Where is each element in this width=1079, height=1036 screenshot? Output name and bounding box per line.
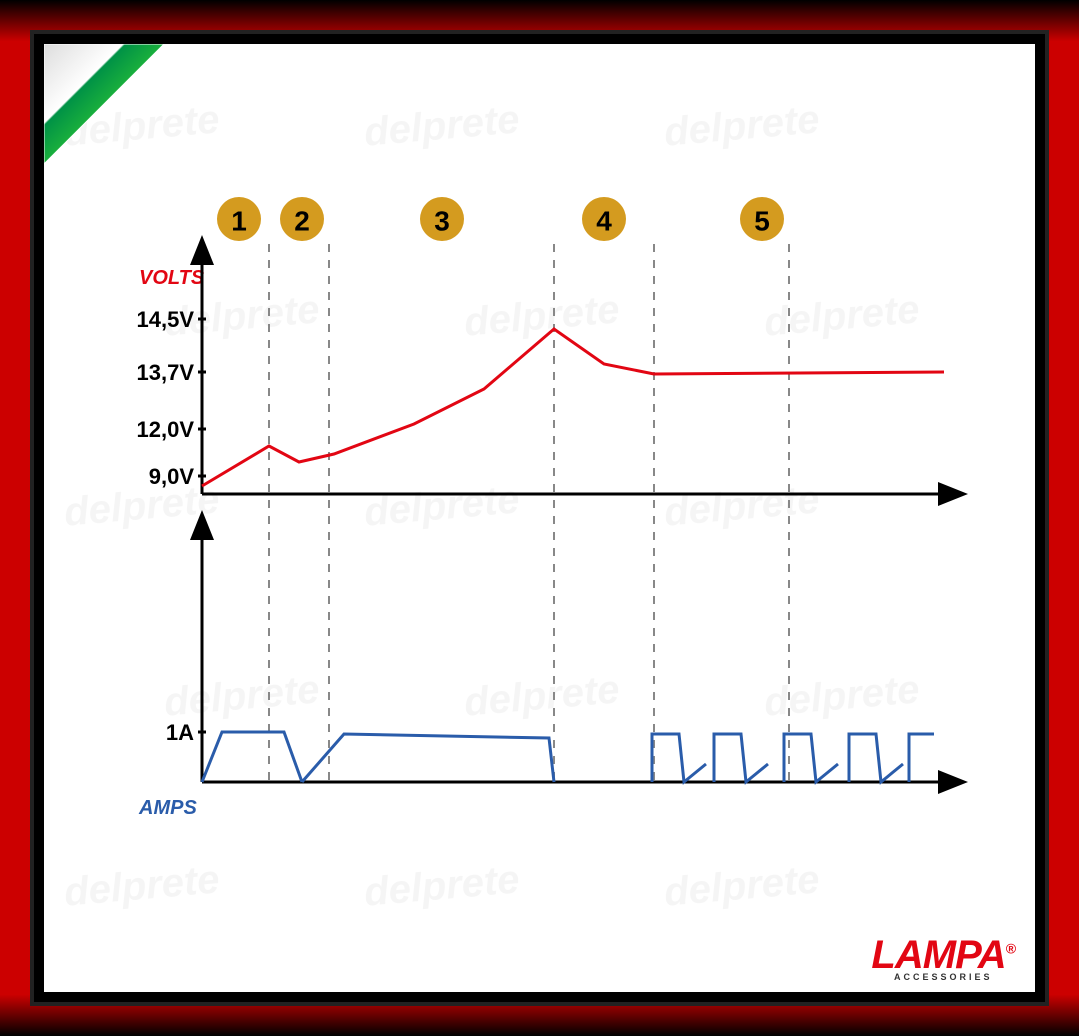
amps-ytick: 1A [166, 720, 194, 745]
amps-line [202, 732, 934, 782]
phase-number: 2 [294, 206, 310, 237]
volts-line [202, 329, 944, 486]
volts-ytick: 13,7V [137, 360, 195, 385]
volts-ytick: 9,0V [149, 464, 195, 489]
phase-number: 4 [596, 206, 612, 237]
amps-title: AMPS [138, 797, 197, 819]
phase-number: 1 [231, 206, 247, 237]
chart-svg: 1 2 3 4 5 VOLTS 14,5V 13,7V 12,0V 9,0V AMPS 1A [44, 44, 1035, 992]
italy-flag-icon [44, 44, 164, 164]
volts-ytick: 12,0V [137, 417, 195, 442]
phase-number: 5 [754, 206, 770, 237]
volts-ytick: 14,5V [137, 307, 195, 332]
chart-canvas: delprete delprete delprete delprete delp… [44, 44, 1035, 992]
volts-title: VOLTS [139, 267, 205, 289]
brand-logo: LAMPA® ACCESSORIES [871, 933, 1015, 982]
phase-number: 3 [434, 206, 450, 237]
